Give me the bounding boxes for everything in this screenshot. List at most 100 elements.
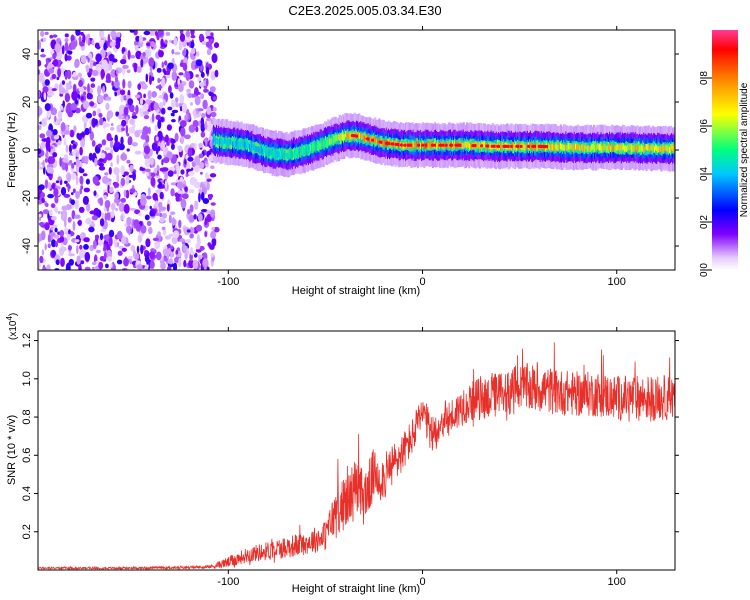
- heatmap-noise-cell: [47, 234, 51, 243]
- heatmap-noise-cell: [131, 115, 138, 119]
- heatmap-noise-cell: [67, 245, 72, 251]
- heatmap-noise-cell: [162, 99, 166, 107]
- colorbar-tick-label: 0.4: [699, 167, 710, 181]
- heatmap-noise-cell: [65, 262, 71, 270]
- heatmap-noise-cell: [168, 214, 172, 224]
- heatmap-noise-cell: [173, 230, 180, 239]
- heatmap-noise-cell: [126, 69, 131, 73]
- heatmap-noise-cell: [107, 256, 112, 262]
- heatmap-noise-cell: [88, 152, 93, 161]
- heatmap-noise-cell: [44, 31, 49, 35]
- heatmap-noise-cell: [62, 158, 69, 163]
- heatmap-noise-cell: [85, 217, 92, 225]
- heatmap-noise-cell: [127, 136, 133, 146]
- heatmap-noise-cell: [170, 99, 176, 108]
- heatmap-noise-cell: [83, 244, 89, 250]
- heatmap-noise-cell: [40, 192, 45, 199]
- heatmap-noise-cell: [176, 181, 184, 190]
- heatmap-noise-cell: [82, 173, 88, 177]
- heatmap-noise-cell: [155, 30, 158, 37]
- heatmap-noise-cell: [145, 73, 149, 83]
- heatmap-noise-cell: [69, 160, 73, 164]
- heatmap-noise-cell: [135, 223, 141, 232]
- heatmap-noise-cell: [116, 32, 121, 38]
- heatmap-noise-cell: [60, 186, 67, 196]
- heatmap-noise-cell: [200, 171, 203, 175]
- heatmap-noise-cell: [129, 188, 136, 193]
- heatmap-noise-cell: [174, 132, 179, 142]
- heatmap-noise-cell: [126, 216, 132, 227]
- heatmap-noise-cell: [151, 91, 157, 98]
- heatmap-noise-cell: [151, 142, 158, 152]
- heatmap-noise-cell: [182, 49, 187, 57]
- heatmap-noise-cell: [188, 189, 195, 194]
- heatmap-noise-cell: [82, 91, 87, 96]
- heatmap-noise-cell: [84, 266, 91, 270]
- heatmap-noise-cell: [160, 116, 164, 123]
- x-tick-label: 100: [608, 576, 626, 588]
- heatmap-signal-cell: [601, 145, 604, 152]
- heatmap-noise-cell: [160, 206, 167, 211]
- heatmap-noise-cell: [74, 107, 81, 114]
- heatmap-noise-cell: [79, 132, 86, 137]
- heatmap-noise-cell: [128, 226, 131, 236]
- heatmap-noise-cell: [38, 261, 41, 270]
- heatmap-noise-cell: [138, 212, 142, 217]
- heatmap-noise-cell: [72, 221, 76, 231]
- x-tick-label: 0: [419, 276, 425, 288]
- heatmap-noise-cell: [197, 254, 203, 258]
- heatmap-noise-cell: [105, 263, 109, 269]
- heatmap-noise-cell: [190, 30, 195, 36]
- heatmap-noise-cell: [109, 41, 116, 47]
- heatmap-noise-cell: [77, 72, 83, 78]
- heatmap-noise-cell: [116, 69, 119, 76]
- heatmap-noise-cell: [205, 172, 209, 180]
- heatmap-noise-cell: [101, 212, 105, 221]
- heatmap-peak-cell: [545, 145, 550, 149]
- y-tick-label: -20: [21, 190, 33, 206]
- x-tick-label: 0: [419, 576, 425, 588]
- heatmap-noise-cell: [171, 71, 178, 81]
- heatmap-noise-cell: [91, 140, 96, 147]
- snr-multiplier-base: (x10: [8, 320, 19, 340]
- heatmap-noise-cell: [142, 110, 150, 116]
- heatmap-noise-cell: [65, 82, 71, 91]
- heatmap-noise-cell: [123, 106, 129, 116]
- heatmap-noise-cell: [178, 257, 182, 268]
- heatmap-signal-cell: [594, 145, 597, 152]
- heatmap-noise-cell: [75, 30, 81, 36]
- heatmap-noise-cell: [72, 188, 76, 194]
- heatmap-noise-cell: [167, 62, 174, 70]
- heatmap-noise-cell: [54, 206, 59, 214]
- heatmap-noise-cell: [201, 112, 206, 119]
- heatmap-noise-cell: [113, 32, 117, 38]
- heatmap-noise-cell: [84, 127, 90, 136]
- heatmap-signal-cell: [641, 144, 644, 151]
- heatmap-noise-cell: [140, 58, 144, 68]
- heatmap-noise-cell: [139, 107, 144, 117]
- heatmap-signal-cell: [235, 141, 238, 148]
- heatmap-noise-cell: [97, 143, 103, 148]
- heatmap-noise-cell: [148, 226, 153, 235]
- heatmap-noise-cell: [166, 124, 172, 131]
- heatmap-noise-cell: [182, 193, 189, 200]
- heatmap-noise-cell: [189, 176, 196, 186]
- heatmap-noise-cell: [101, 59, 108, 70]
- heatmap-noise-cell: [200, 191, 205, 201]
- heatmap-noise-cell: [157, 119, 162, 130]
- heatmap-noise-cell: [120, 215, 123, 221]
- colorbar-tick-label: 0.6: [699, 119, 710, 133]
- heatmap-noise-cell: [102, 85, 106, 94]
- heatmap-noise-cell: [143, 114, 150, 120]
- heatmap-noise-cell: [45, 203, 49, 207]
- heatmap-noise-cell: [99, 255, 106, 262]
- heatmap-noise-cell: [51, 88, 57, 92]
- heatmap-noise-cell: [38, 90, 41, 99]
- heatmap-noise-cell: [44, 243, 47, 251]
- heatmap-noise-cell: [61, 80, 66, 85]
- spectrogram-ticks: -100 0 100 -40 -20 0 20 40: [21, 26, 679, 288]
- heatmap-noise-cell: [200, 131, 206, 138]
- heatmap-noise-cell: [146, 259, 150, 265]
- snr-multiplier-exp: 4: [5, 316, 14, 321]
- heatmap-noise-cell: [57, 68, 61, 78]
